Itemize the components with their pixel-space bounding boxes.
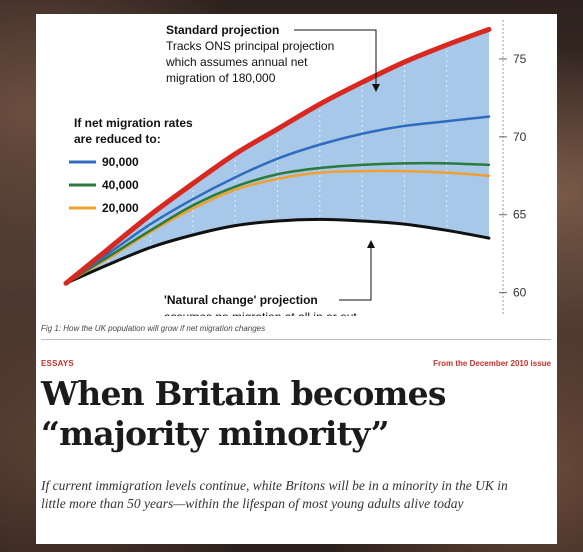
headline-line-2: “majority minority” bbox=[41, 414, 390, 453]
standard-arrow-head bbox=[372, 84, 380, 92]
legend-label: 40,000 bbox=[102, 178, 139, 192]
series-line-2 bbox=[64, 161, 491, 285]
y-tick-label: 60 bbox=[513, 286, 527, 300]
legend-label: 20,000 bbox=[102, 201, 139, 215]
series-line-3 bbox=[64, 169, 491, 285]
standard-projection-note: which assumes annual net bbox=[165, 55, 308, 69]
y-tick-label: 65 bbox=[513, 208, 527, 222]
population-chart: 60 65 70 75 Standard projection Tracks ONS pr… bbox=[36, 14, 557, 316]
natural-change-title: 'Natural change' projection bbox=[164, 293, 318, 307]
issue-label[interactable]: From the December 2010 issue bbox=[433, 359, 551, 368]
series-line-4 bbox=[64, 217, 491, 285]
headline-line-1: When Britain becomes bbox=[41, 374, 446, 413]
standfirst: If current immigration levels continue, … bbox=[41, 478, 508, 511]
chart-svg: 60 65 70 75 Standard projection Tracks ONS pr… bbox=[63, 20, 527, 316]
article-card: 60 65 70 75 Standard projection Tracks ONS pr… bbox=[36, 14, 557, 544]
legend-title: If net migration rates bbox=[74, 116, 193, 130]
legend-title: are reduced to: bbox=[74, 132, 161, 146]
standard-projection-note: Tracks ONS principal projection bbox=[166, 39, 334, 53]
section-label[interactable]: ESSAYS bbox=[41, 359, 74, 368]
article-meta: ESSAYS From the December 2010 issue bbox=[41, 359, 551, 371]
y-tick-label: 70 bbox=[513, 130, 527, 144]
standard-projection-note: migration of 180,000 bbox=[166, 71, 276, 85]
natural-arrow-head bbox=[367, 240, 375, 248]
series-line-1 bbox=[64, 115, 491, 285]
natural-change-note: assumes no migration at all in or out bbox=[164, 310, 357, 316]
headline: When Britain becomes “majority minority” bbox=[41, 374, 551, 454]
natural-arrow-line bbox=[339, 246, 372, 301]
standard-arrow-line bbox=[294, 29, 377, 86]
y-tick-label: 75 bbox=[513, 52, 527, 66]
standard-projection-title: Standard projection bbox=[166, 23, 279, 37]
series-line-0 bbox=[63, 26, 492, 286]
figure-caption: Fig 1: How the UK population will grow i… bbox=[41, 324, 551, 340]
legend-label: 90,000 bbox=[102, 155, 139, 169]
